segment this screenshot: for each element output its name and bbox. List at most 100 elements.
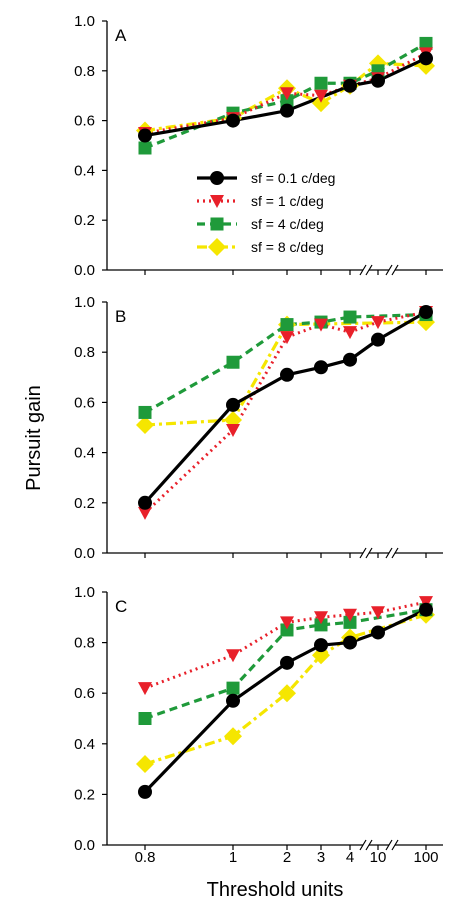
data-point-diamond <box>136 755 154 774</box>
data-point-circle <box>419 51 433 66</box>
data-point-circle <box>343 78 357 93</box>
axis-break-mark <box>391 547 399 559</box>
data-point-triangle <box>280 616 294 630</box>
y-tick-label: 0.6 <box>74 394 95 411</box>
data-point-square <box>280 623 294 637</box>
x-tick-label: 10 <box>370 849 387 866</box>
data-point-triangle <box>280 331 294 345</box>
axis-break-mark <box>385 547 393 559</box>
data-point-circle <box>226 397 240 412</box>
data-point-square <box>138 405 152 419</box>
y-tick-label: 0.4 <box>74 162 95 179</box>
y-tick-label: 0.4 <box>74 445 95 462</box>
data-point-circle <box>371 73 385 88</box>
data-point-square <box>280 318 294 332</box>
data-point-circle <box>138 784 152 799</box>
data-point-triangle <box>371 316 385 330</box>
axis-break-mark <box>385 839 393 851</box>
legend-marker-diamond <box>208 238 226 256</box>
data-point-circle <box>280 367 294 382</box>
y-tick-label: 0.6 <box>74 113 95 130</box>
x-tick-label: 2 <box>283 849 291 866</box>
data-point-triangle <box>343 608 357 622</box>
data-point-circle <box>343 635 357 650</box>
x-axis-title: Threshold units <box>207 879 344 901</box>
data-point-diamond <box>136 415 154 434</box>
data-point-circle <box>314 638 328 653</box>
data-point-circle <box>371 332 385 347</box>
data-point-circle <box>138 128 152 143</box>
legend: sf = 0.1 c/deg sf = 1 c/deg sf = 4 c/deg sf… <box>197 170 335 256</box>
data-point-circle <box>226 693 240 708</box>
data-point-triangle <box>314 89 328 103</box>
y-tick-label: 0.2 <box>74 495 95 512</box>
y-tick-label: 0.6 <box>74 685 95 702</box>
data-point-diamond <box>312 94 330 113</box>
series-line-diamond <box>144 613 427 766</box>
y-tick-label: 1.0 <box>74 294 95 311</box>
x-tick-label: 0.8 <box>135 849 156 866</box>
data-point-circle <box>226 113 240 128</box>
axis-break-mark <box>365 264 373 276</box>
data-point-diamond <box>312 646 330 665</box>
data-point-circle <box>314 360 328 375</box>
data-point-square <box>280 94 294 108</box>
axis-break-mark <box>385 264 393 276</box>
data-point-circle <box>371 625 385 640</box>
panel-a: 0.0 0.2 0.4 0.6 0.8 1.0 A <box>74 13 443 279</box>
data-point-circle <box>419 602 433 617</box>
data-point-triangle <box>226 424 240 438</box>
axis-break-mark <box>359 839 367 851</box>
legend-label: sf = 1 c/deg <box>251 193 324 209</box>
x-tick-label: 1 <box>229 849 237 866</box>
axis-break-mark <box>391 264 399 276</box>
series-line-triangle-down <box>144 600 427 690</box>
data-point-triangle <box>314 318 328 332</box>
data-point-triangle <box>280 87 294 101</box>
data-point-square <box>343 310 357 324</box>
y-tick-label: 1.0 <box>74 584 95 601</box>
x-tick-label: 4 <box>346 849 354 866</box>
y-tick-label: 0.0 <box>74 262 95 279</box>
legend-label: sf = 4 c/deg <box>251 216 324 232</box>
series-line-square <box>144 312 427 414</box>
data-point-square <box>343 615 357 629</box>
axis-break-mark <box>359 547 367 559</box>
data-point-square <box>138 712 152 725</box>
y-tick-label: 0.0 <box>74 545 95 562</box>
y-axis-title: Pursuit gain <box>23 385 45 491</box>
x-tick-label: 100 <box>413 849 438 866</box>
y-tick-label: 0.0 <box>74 837 95 854</box>
legend-marker-square <box>210 217 224 231</box>
data-point-triangle <box>138 506 152 520</box>
x-tick-label: 3 <box>317 849 325 866</box>
legend-label: sf = 8 c/deg <box>251 239 324 255</box>
data-point-circle <box>280 103 294 118</box>
panel-b: 0.0 0.2 0.4 0.6 0.8 1.0 B <box>74 294 443 562</box>
axis-break-mark <box>391 839 399 851</box>
data-point-triangle <box>226 649 240 663</box>
legend-label: sf = 0.1 c/deg <box>251 170 335 186</box>
legend-marker-triangle <box>210 195 224 208</box>
data-point-square <box>138 141 152 155</box>
y-tick-label: 0.2 <box>74 786 95 803</box>
data-point-circle <box>343 352 357 367</box>
panel-c: 0.0 0.2 0.4 0.6 0.8 1.0 0.8 1 2 3 4 10 100 C <box>74 584 443 866</box>
y-tick-label: 1.0 <box>74 13 95 30</box>
data-point-triangle <box>419 596 433 610</box>
panel-letter: B <box>115 307 126 326</box>
series-line-circle <box>143 608 427 793</box>
panel-letter: A <box>115 26 127 45</box>
series-line-square <box>144 608 427 721</box>
panel-letter: C <box>115 597 127 616</box>
data-point-triangle <box>314 611 328 625</box>
data-point-triangle <box>343 326 357 340</box>
data-point-circle <box>280 655 294 670</box>
axis-break-mark <box>365 839 373 851</box>
y-tick-label: 0.2 <box>74 212 95 229</box>
data-point-square <box>226 681 240 695</box>
y-tick-label: 0.8 <box>74 344 95 361</box>
y-tick-label: 0.8 <box>74 63 95 80</box>
